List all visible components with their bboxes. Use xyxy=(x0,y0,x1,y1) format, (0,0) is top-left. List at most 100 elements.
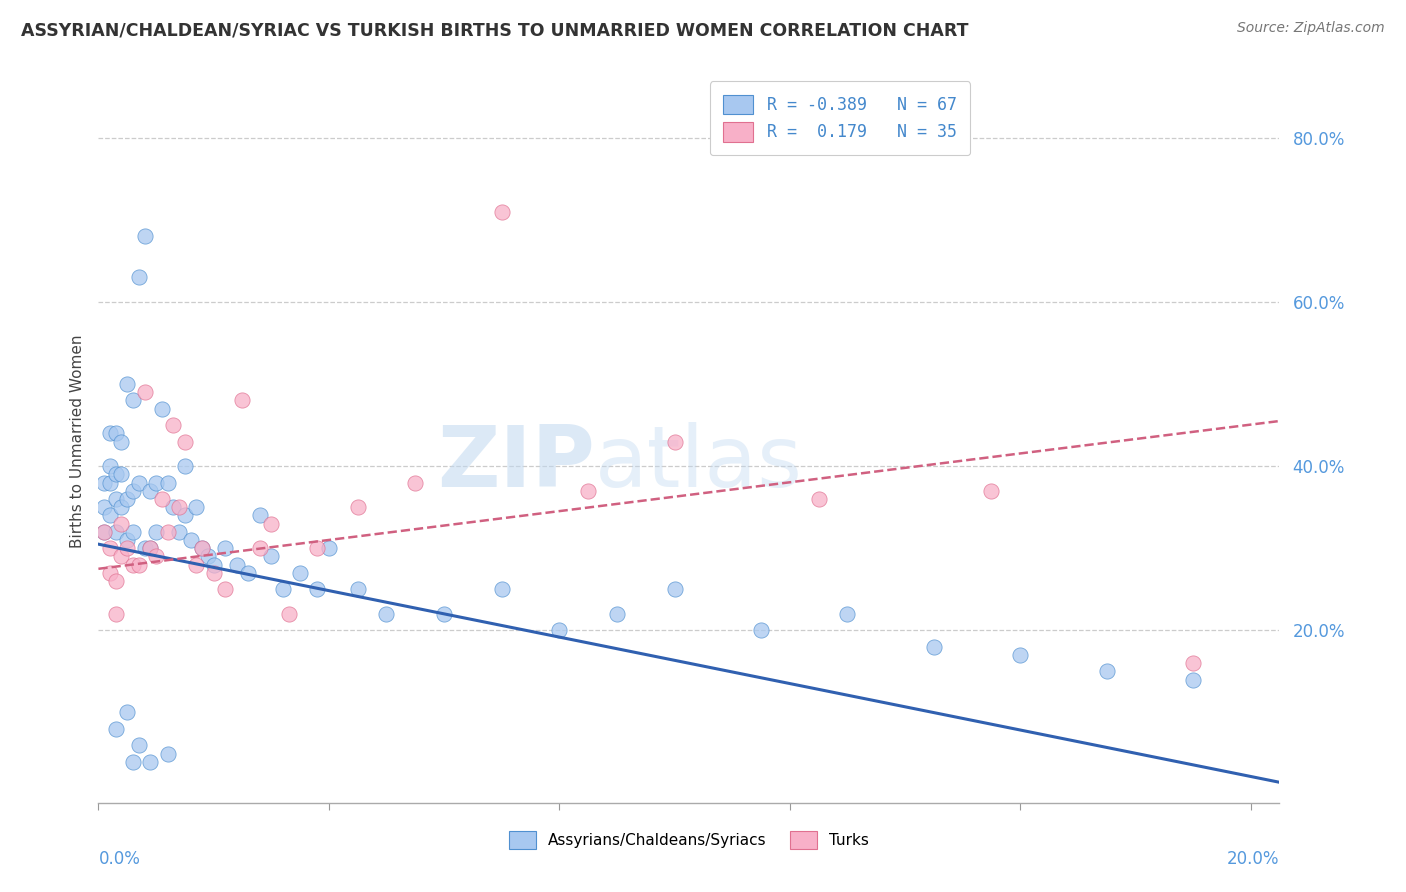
Point xyxy=(837,607,859,621)
Point xyxy=(145,524,167,539)
Point xyxy=(162,500,184,515)
Point xyxy=(139,541,162,556)
Point xyxy=(98,475,121,490)
Text: 20.0%: 20.0% xyxy=(1227,850,1279,868)
Point xyxy=(110,516,132,531)
Point xyxy=(128,270,150,285)
Point xyxy=(93,475,115,490)
Point xyxy=(1182,673,1205,687)
Point xyxy=(186,500,208,515)
Point xyxy=(288,566,311,580)
Point xyxy=(1010,648,1032,662)
Point xyxy=(1095,665,1118,679)
Text: ASSYRIAN/CHALDEAN/SYRIAC VS TURKISH BIRTHS TO UNMARRIED WOMEN CORRELATION CHART: ASSYRIAN/CHALDEAN/SYRIAC VS TURKISH BIRT… xyxy=(21,21,969,39)
Point xyxy=(93,524,115,539)
Point xyxy=(491,582,513,597)
Point xyxy=(980,483,1002,498)
Point xyxy=(664,434,686,449)
Point xyxy=(807,491,830,506)
Point xyxy=(167,524,190,539)
Point xyxy=(98,459,121,474)
Point xyxy=(104,722,127,736)
Point xyxy=(173,434,195,449)
Point xyxy=(214,582,236,597)
Point xyxy=(98,566,121,580)
Point xyxy=(115,377,138,392)
Point xyxy=(104,524,127,539)
Point xyxy=(277,607,299,621)
Point xyxy=(110,500,132,515)
Point xyxy=(145,549,167,564)
Point xyxy=(104,467,127,482)
Point xyxy=(433,607,456,621)
Point xyxy=(93,524,115,539)
Point xyxy=(145,475,167,490)
Point xyxy=(122,393,145,408)
Point xyxy=(104,426,127,441)
Point xyxy=(122,524,145,539)
Point xyxy=(115,533,138,547)
Point xyxy=(173,459,195,474)
Point xyxy=(167,500,190,515)
Point xyxy=(162,418,184,433)
Point xyxy=(134,385,156,400)
Point xyxy=(134,229,156,244)
Text: atlas: atlas xyxy=(595,422,803,505)
Point xyxy=(122,483,145,498)
Point xyxy=(1182,657,1205,671)
Point xyxy=(664,582,686,597)
Point xyxy=(922,640,945,654)
Point xyxy=(346,500,368,515)
Point xyxy=(173,508,195,523)
Point xyxy=(98,541,121,556)
Text: Source: ZipAtlas.com: Source: ZipAtlas.com xyxy=(1237,21,1385,36)
Point xyxy=(231,393,253,408)
Point xyxy=(104,491,127,506)
Point xyxy=(271,582,294,597)
Point xyxy=(134,541,156,556)
Point xyxy=(749,624,772,638)
Point xyxy=(115,541,138,556)
Point xyxy=(122,558,145,572)
Point xyxy=(122,755,145,769)
Point xyxy=(110,549,132,564)
Point xyxy=(150,491,173,506)
Point xyxy=(249,541,271,556)
Point xyxy=(307,582,329,597)
Point xyxy=(139,755,162,769)
Point xyxy=(404,475,426,490)
Point xyxy=(191,541,214,556)
Point xyxy=(548,624,571,638)
Point xyxy=(98,508,121,523)
Point xyxy=(186,558,208,572)
Point xyxy=(249,508,271,523)
Point xyxy=(202,558,225,572)
Point xyxy=(110,467,132,482)
Point xyxy=(606,607,628,621)
Point xyxy=(375,607,398,621)
Point xyxy=(491,204,513,219)
Point xyxy=(128,475,150,490)
Point xyxy=(115,491,138,506)
Point xyxy=(139,541,162,556)
Point xyxy=(115,706,138,720)
Point xyxy=(98,426,121,441)
Point xyxy=(225,558,247,572)
Point xyxy=(156,524,179,539)
Point xyxy=(346,582,368,597)
Point xyxy=(128,558,150,572)
Point xyxy=(214,541,236,556)
Point xyxy=(104,607,127,621)
Point xyxy=(191,541,214,556)
Point xyxy=(110,434,132,449)
Point xyxy=(197,549,219,564)
Point xyxy=(318,541,340,556)
Point xyxy=(150,401,173,416)
Point xyxy=(93,500,115,515)
Point xyxy=(202,566,225,580)
Text: 0.0%: 0.0% xyxy=(98,850,141,868)
Legend: Assyrians/Chaldeans/Syriacs, Turks: Assyrians/Chaldeans/Syriacs, Turks xyxy=(501,823,877,856)
Point xyxy=(104,574,127,588)
Text: ZIP: ZIP xyxy=(437,422,595,505)
Point xyxy=(156,475,179,490)
